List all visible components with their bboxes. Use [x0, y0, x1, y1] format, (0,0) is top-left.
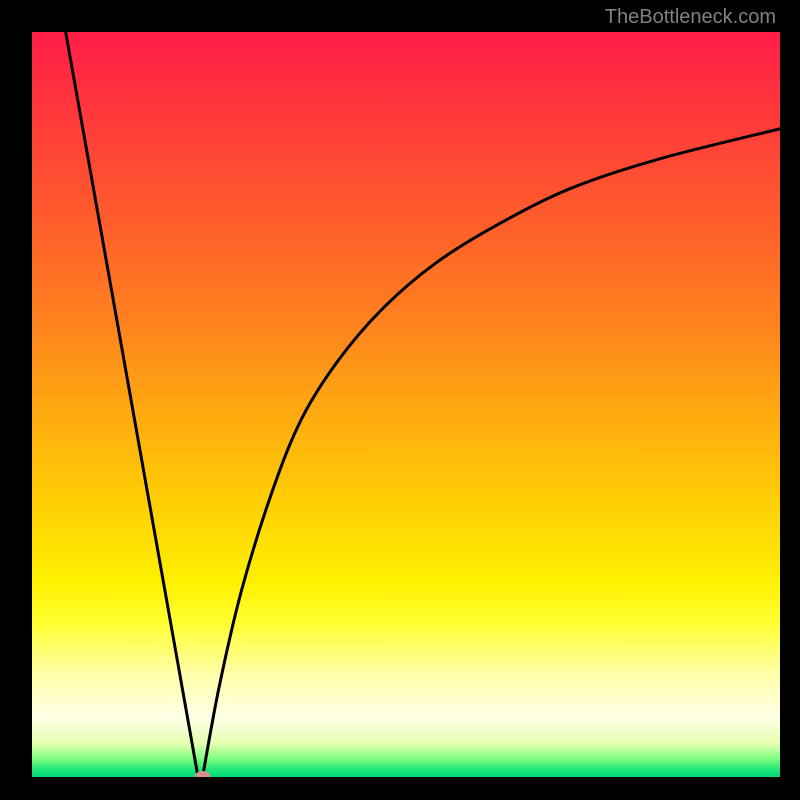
attribution-label: TheBottleneck.com	[605, 6, 776, 29]
plot-background	[32, 32, 780, 777]
chart-canvas: TheBottleneck.com	[0, 0, 800, 800]
plot-svg	[32, 32, 780, 777]
plot-area	[32, 32, 780, 777]
